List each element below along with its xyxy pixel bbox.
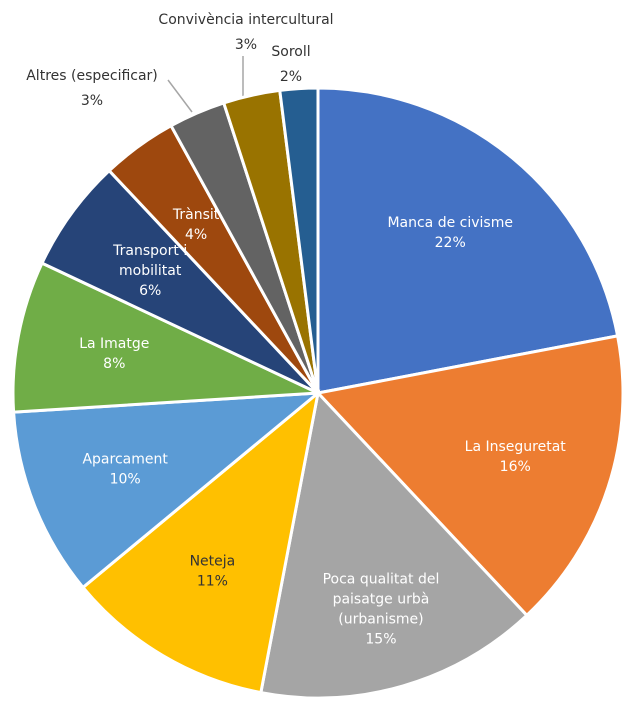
category-label: Trànsit bbox=[172, 207, 220, 223]
value-label: 15% bbox=[365, 632, 396, 648]
value-label: 8% bbox=[103, 356, 125, 372]
value-label: 6% bbox=[139, 283, 161, 299]
category-label: Convivència intercultural bbox=[158, 12, 333, 28]
category-label-line: mobilitat bbox=[119, 263, 182, 279]
value-label: 3% bbox=[81, 93, 103, 109]
category-label-line: Neteja bbox=[190, 554, 236, 570]
category-label-line: paisatge urbà bbox=[333, 592, 430, 608]
leader-line bbox=[167, 79, 193, 113]
value-label: 16% bbox=[500, 459, 531, 475]
category-label: Poca qualitat del paisatge urbà (urbanisme… bbox=[323, 572, 440, 628]
value-label: 3% bbox=[235, 37, 257, 53]
category-label-line: Aparcament bbox=[82, 451, 168, 467]
pie-slice bbox=[316, 86, 620, 395]
category-label-line: La Imatge bbox=[79, 336, 149, 352]
value-label: 11% bbox=[197, 574, 228, 590]
category-label-line: Transport i bbox=[112, 243, 187, 259]
category-label-line: La Inseguretat bbox=[465, 439, 567, 455]
category-label-line: Poca qualitat del bbox=[323, 572, 440, 588]
pie-slice bbox=[80, 389, 321, 695]
pie-slice bbox=[12, 391, 323, 590]
category-label: Transport i mobilitat bbox=[112, 243, 187, 279]
value-label: 22% bbox=[435, 235, 466, 251]
pie-slice bbox=[259, 389, 529, 700]
pie-slice bbox=[278, 86, 320, 394]
category-label: Manca de civisme bbox=[387, 215, 513, 231]
category-label: La Inseguretat bbox=[465, 439, 567, 455]
value-label: 10% bbox=[110, 471, 141, 487]
category-label-line: Convivència intercultural bbox=[158, 12, 333, 28]
category-label-line: Altres (especificar) bbox=[26, 68, 158, 84]
value-label: 4% bbox=[185, 227, 207, 243]
category-label: La Imatge bbox=[79, 336, 149, 352]
category-label: Altres (especificar) bbox=[26, 68, 158, 84]
category-label-line: Soroll bbox=[271, 44, 310, 60]
category-label-line: (urbanisme) bbox=[338, 612, 423, 628]
category-label-line: Manca de civisme bbox=[387, 215, 513, 231]
value-label: 2% bbox=[280, 69, 302, 85]
pie-slice bbox=[11, 261, 319, 414]
category-label: Aparcament bbox=[82, 451, 168, 467]
category-label: Neteja bbox=[190, 554, 236, 570]
category-label-line: Trànsit bbox=[172, 207, 220, 223]
category-label: Soroll bbox=[271, 44, 310, 60]
